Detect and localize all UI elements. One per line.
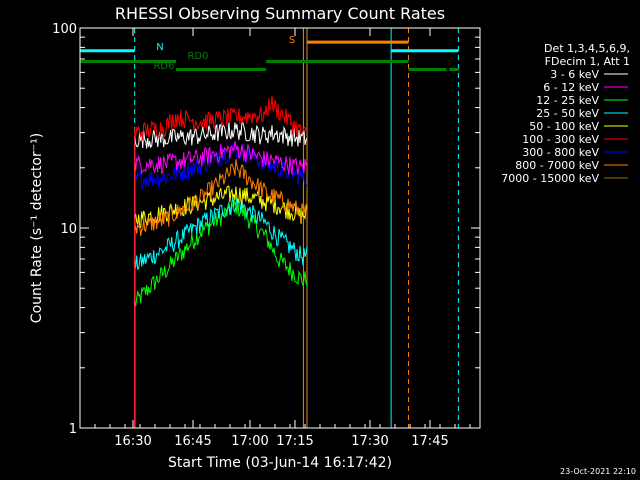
- flag-label-rd6: RD6: [153, 61, 174, 72]
- legend-entry-label-2: 12 - 25 keV: [536, 94, 599, 107]
- legend-header-line-0: Det 1,3,4,5,6,9,: [544, 42, 630, 55]
- footer-timestamp: 23-Oct-2021 22:10: [560, 467, 636, 476]
- flag-label-s: S: [289, 35, 295, 46]
- legend-entry-label-5: 100 - 300 keV: [522, 133, 599, 146]
- series-trace-12to25keV-kev: [134, 199, 308, 428]
- x-tick-label-2: 17:00: [231, 434, 268, 449]
- series-trace-800to7000keV-kev: [134, 159, 308, 428]
- flag-label-n: N: [156, 42, 163, 53]
- series-trace-25to50keV-kev: [134, 196, 308, 428]
- y-tick-label-2: 100: [52, 22, 77, 37]
- y-tick-label-1: 10: [60, 222, 77, 237]
- x-tick-label-4: 17:30: [351, 434, 388, 449]
- chart-title: RHESSI Observing Summary Count Rates: [115, 4, 445, 23]
- legend: Det 1,3,4,5,6,9,FDecim 1, Att 13 - 6 keV…: [501, 42, 630, 185]
- y-tick-label-0: 1: [69, 422, 77, 437]
- axis-layer: 16:30 16:45 17:00 17:15 17:30 17:45 1 10 100: [52, 22, 480, 449]
- series-trace-300to800keV-kev: [134, 141, 308, 428]
- x-tick-label-1: 16:45: [174, 434, 211, 449]
- y-axis-label: Count Rate (s⁻¹ detector⁻¹): [29, 133, 45, 323]
- legend-entry-label-8: 7000 - 15000 keV: [501, 172, 599, 185]
- legend-entry-label-7: 800 - 7000 keV: [515, 159, 599, 172]
- series-trace-6to12keV-kev: [134, 141, 308, 428]
- plot-layer: N S RD0 RD6: [79, 28, 459, 428]
- legend-entry-label-4: 50 - 100 keV: [529, 120, 599, 133]
- series-trace-100to300keV-kev: [134, 95, 308, 428]
- flag-label-rd0: RD0: [187, 51, 208, 62]
- series-trace-3to6keV-kev: [134, 121, 308, 428]
- legend-entry-label-1: 6 - 12 keV: [543, 81, 599, 94]
- x-axis-label: Start Time (03-Jun-14 16:17:42): [168, 455, 392, 471]
- x-tick-label-3: 17:15: [276, 434, 313, 449]
- legend-entry-label-3: 25 - 50 keV: [536, 107, 599, 120]
- x-tick-label-5: 17:45: [411, 434, 448, 449]
- legend-header-line-1: FDecim 1, Att 1: [545, 55, 630, 68]
- legend-entry-label-6: 300 - 800 keV: [522, 146, 599, 159]
- legend-entry-label-0: 3 - 6 keV: [550, 68, 599, 81]
- x-tick-label-0: 16:30: [114, 434, 151, 449]
